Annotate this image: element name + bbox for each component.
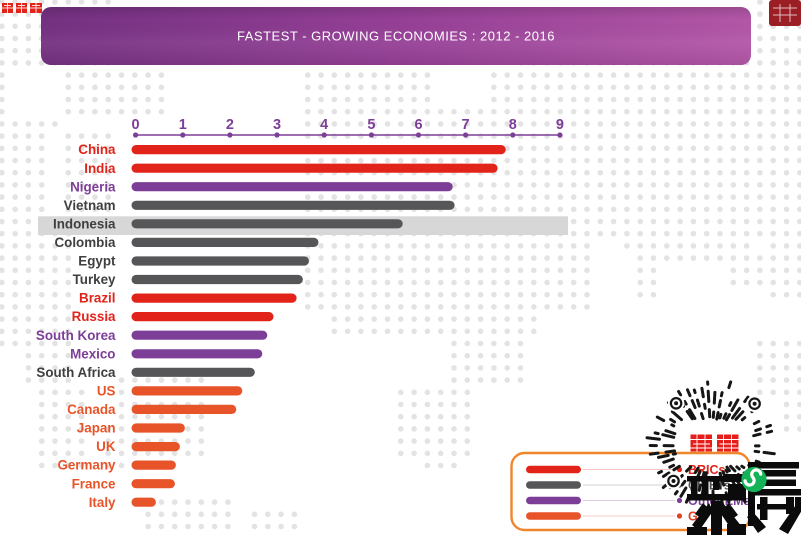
svg-text:5: 5 [367,117,375,133]
svg-text:BRICs: BRICs [688,463,726,477]
svg-text:4: 4 [320,117,328,133]
svg-text:France: France [72,476,116,491]
svg-text:Russia: Russia [72,309,116,324]
svg-text:Japan: Japan [77,421,116,436]
svg-text:1: 1 [179,117,187,133]
svg-text:0: 0 [132,117,140,133]
svg-text:UK: UK [96,439,116,454]
svg-text:South Africa: South Africa [36,365,116,380]
svg-text:3: 3 [273,117,281,133]
svg-text:Vietnam: Vietnam [64,198,116,213]
svg-text:South Korea: South Korea [36,328,116,343]
svg-text:US: US [97,384,116,399]
svg-text:Colombia: Colombia [54,235,116,250]
svg-text:China: China [78,142,116,157]
svg-text:India: India [84,161,116,176]
svg-text:8: 8 [509,117,517,133]
svg-text:Canada: Canada [67,402,116,417]
svg-text:Egypt: Egypt [78,254,116,269]
svg-text:7: 7 [462,117,470,133]
svg-text:6: 6 [414,117,422,133]
svg-text:Nigeria: Nigeria [70,179,116,194]
svg-text:2: 2 [226,117,234,133]
svg-text:Brazil: Brazil [79,291,115,306]
svg-text:Germany: Germany [57,458,116,473]
svg-text:Mexico: Mexico [70,346,115,361]
svg-text:Indonesia: Indonesia [53,216,116,231]
svg-text:FASTEST - GROWING ECONOMIES :: FASTEST - GROWING ECONOMIES : 2012 - 201… [237,29,555,44]
svg-text:9: 9 [556,117,564,133]
svg-text:Turkey: Turkey [73,272,116,287]
svg-text:Italy: Italy [89,495,116,510]
